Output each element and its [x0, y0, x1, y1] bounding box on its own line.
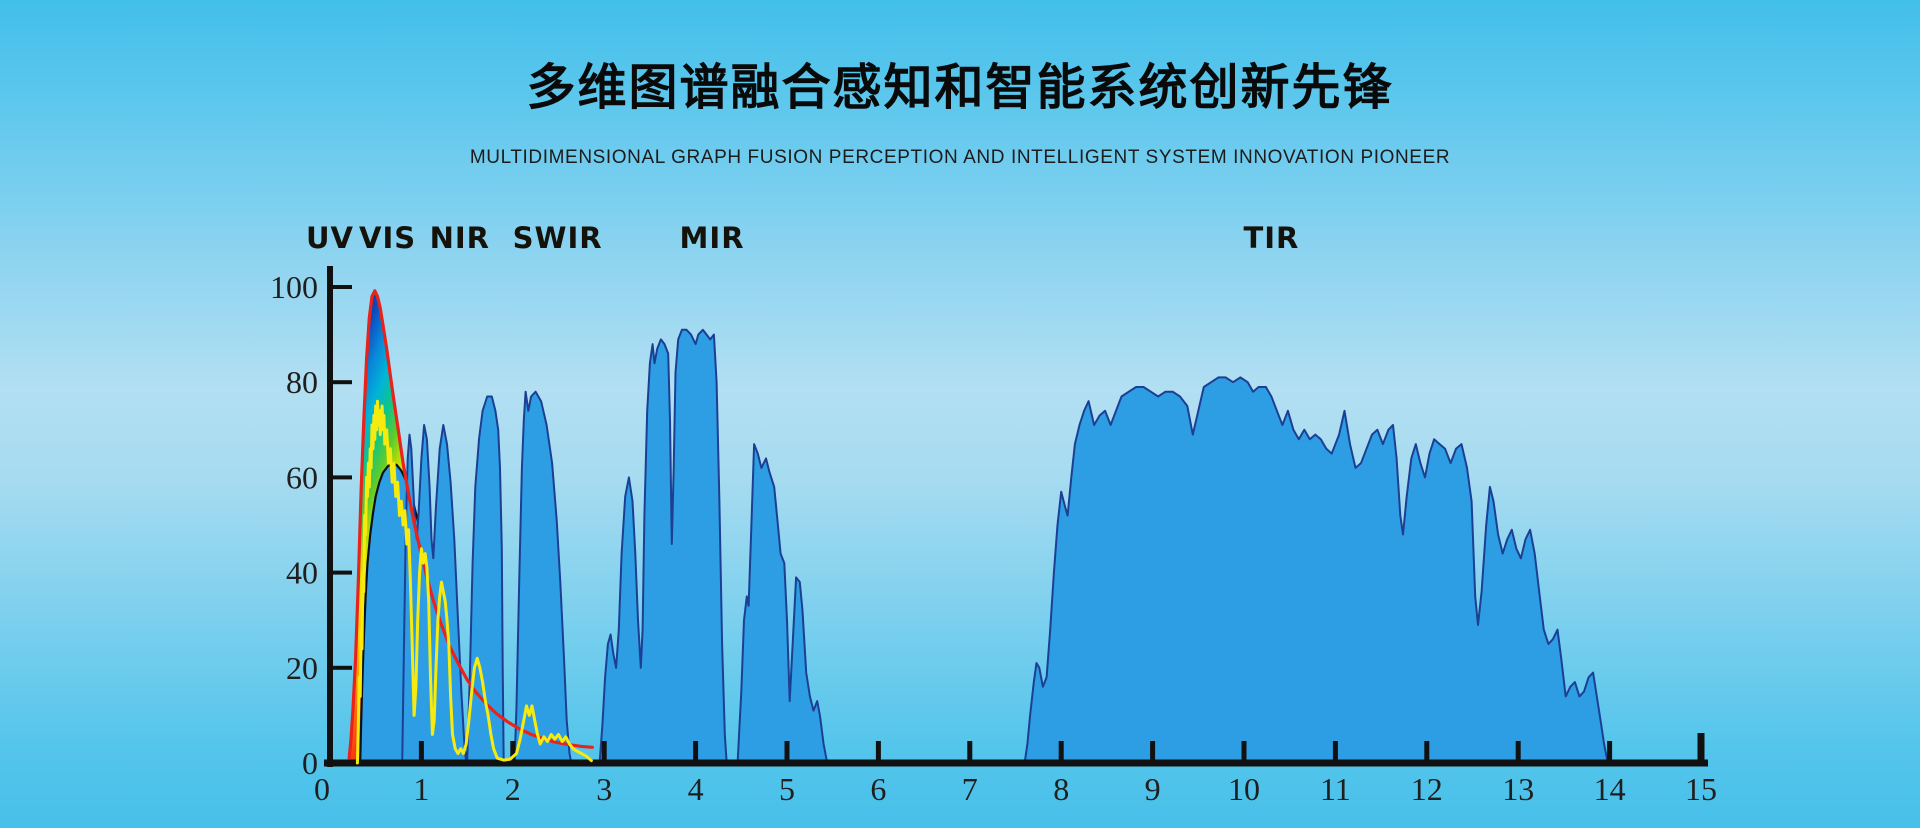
- x-tick: [784, 741, 790, 760]
- y-tick-label: 20: [286, 650, 318, 686]
- window-swir-2: [513, 390, 573, 764]
- x-tick-label: 11: [1320, 771, 1351, 807]
- solar-irradiance-surface: [355, 399, 593, 765]
- x-tick-label: 7: [962, 771, 978, 807]
- x-tick: [875, 741, 881, 760]
- x-tick-label: 14: [1594, 771, 1626, 807]
- y-tick-label: 0: [302, 745, 318, 781]
- solar-irradiance-top-of-atmosphere: [347, 289, 594, 760]
- window-tir: [1023, 376, 1609, 764]
- y-tick: [330, 570, 352, 575]
- window-mwir-2: [736, 443, 829, 764]
- x-tick-label: 0: [314, 771, 330, 807]
- x-tick: [1241, 741, 1247, 760]
- y-tick-label: 60: [286, 459, 318, 495]
- x-tick: [693, 741, 699, 760]
- x-tick-label: 12: [1411, 771, 1443, 807]
- y-tick: [330, 665, 352, 670]
- x-tick-label: 10: [1228, 771, 1260, 807]
- y-tick: [330, 285, 352, 289]
- x-tick: [1697, 733, 1705, 760]
- x-tick-label: 13: [1502, 771, 1534, 807]
- x-tick: [1515, 741, 1521, 760]
- x-tick-label: 4: [688, 771, 704, 807]
- x-tick: [1332, 741, 1338, 760]
- x-tick-label: 5: [779, 771, 795, 807]
- x-axis: [324, 759, 1708, 767]
- x-tick: [510, 741, 516, 760]
- y-axis: [327, 266, 333, 767]
- page-title: 多维图谱融合感知和智能系统创新先锋: [526, 59, 1394, 116]
- y-tick-label: 100: [270, 269, 318, 305]
- x-tick: [601, 741, 607, 760]
- window-swir-1: [466, 395, 505, 764]
- page-subtitle: MULTIDIMENSIONAL GRAPH FUSION PERCEPTION…: [469, 147, 1451, 168]
- x-tick-label: 3: [596, 771, 612, 807]
- y-tick: [330, 380, 352, 385]
- x-tick: [1150, 741, 1156, 760]
- window-mwir-1: [598, 328, 728, 764]
- x-tick-label: 15: [1685, 771, 1717, 807]
- x-tick: [1607, 741, 1613, 760]
- x-tick: [418, 741, 424, 760]
- solar-rainbow-band: [350, 291, 405, 763]
- y-tick-label: 80: [286, 364, 318, 400]
- x-tick-label: 1: [413, 771, 429, 807]
- x-tick: [967, 741, 973, 760]
- y-tick-label: 40: [286, 555, 318, 591]
- x-tick: [1058, 741, 1064, 760]
- y-tick: [330, 475, 352, 480]
- x-tick-label: 8: [1053, 771, 1069, 807]
- x-tick-label: 9: [1145, 771, 1161, 807]
- x-tick: [1424, 741, 1430, 760]
- x-tick-label: 6: [870, 771, 886, 807]
- x-tick-label: 2: [505, 771, 521, 807]
